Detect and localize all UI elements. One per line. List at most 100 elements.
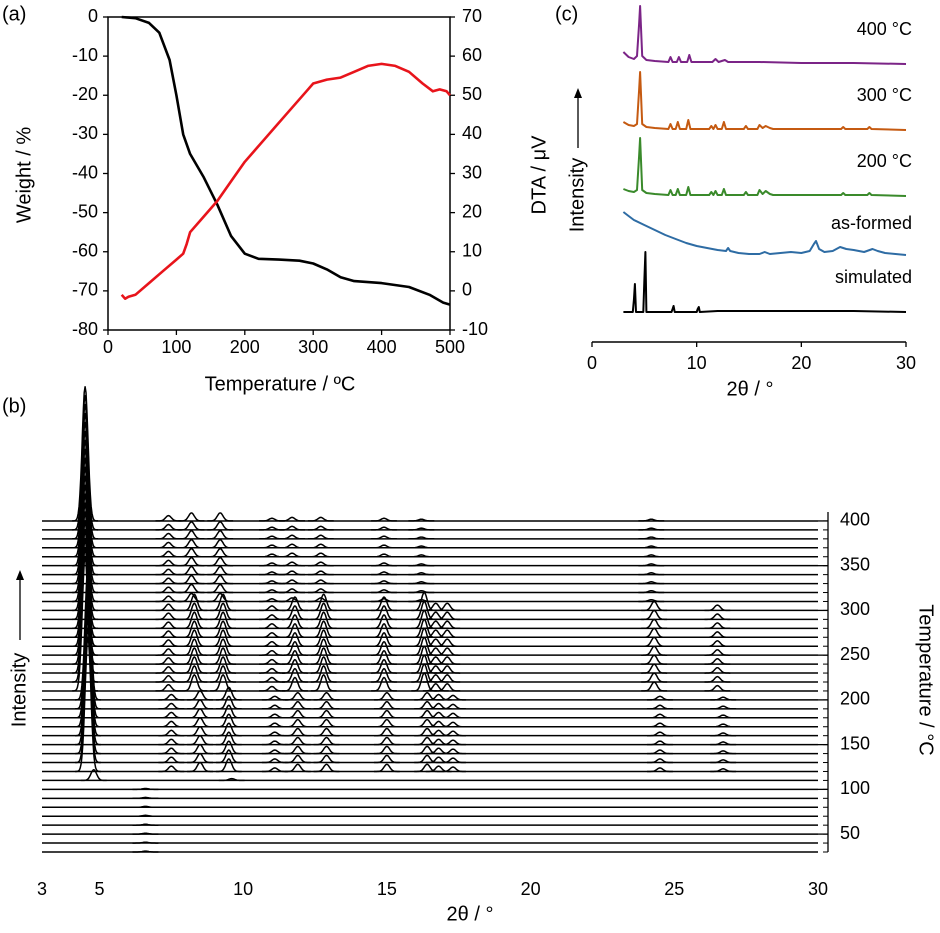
diffraction-peak: [155, 559, 182, 567]
y-tick-label: -10: [72, 45, 98, 65]
diffraction-peak: [158, 756, 185, 764]
diffraction-peak: [210, 620, 236, 639]
diffraction-peak: [434, 620, 461, 630]
diffraction-peak: [710, 705, 737, 710]
diffraction-peak: [72, 430, 98, 567]
diffraction-peak: [178, 512, 205, 522]
diffraction-peak: [158, 765, 185, 773]
diffraction-peak: [307, 543, 334, 549]
diffraction-peak: [414, 691, 441, 701]
x-tick-label: 100: [161, 337, 191, 357]
diffraction-peak: [210, 665, 236, 683]
diffraction-peak: [647, 722, 673, 728]
diffraction-peak: [371, 571, 397, 576]
diffraction-peak: [704, 622, 731, 630]
diffraction-peak: [313, 691, 340, 701]
diffraction-peak: [155, 541, 182, 549]
data-line: [623, 251, 907, 313]
diffraction-peak: [155, 514, 182, 522]
diffraction-peak: [284, 700, 311, 710]
diffraction-peak: [422, 611, 449, 621]
series-label: 200 °C: [857, 151, 912, 171]
diffraction-peak: [259, 649, 285, 656]
x-tick-label: 25: [664, 879, 684, 899]
intensity-arrow-c: [574, 88, 582, 148]
y2-tick-label: 200: [840, 689, 870, 709]
diffraction-peak: [215, 758, 242, 773]
diffraction-peak: [310, 593, 337, 612]
diffraction-peak: [158, 720, 185, 728]
diffraction-peak: [284, 763, 311, 773]
diffraction-peak: [284, 709, 311, 719]
y2-tick-label: -10: [462, 319, 488, 339]
y2-tick-label: 10: [462, 241, 482, 261]
diffraction-peak: [371, 517, 397, 522]
diffraction-peak: [210, 638, 236, 656]
y-tick-label: -50: [72, 201, 98, 221]
diffraction-peak: [261, 722, 288, 728]
diffraction-peak: [414, 754, 441, 764]
diffraction-peak: [72, 502, 99, 639]
intensity-arrow-b: [16, 570, 24, 640]
diffraction-peak: [414, 709, 441, 719]
diffraction-peak: [132, 841, 159, 844]
y2-tick-label: 50: [462, 84, 482, 104]
diffraction-peak: [422, 647, 449, 656]
y2-tick-label: 20: [462, 201, 482, 221]
x-tick-label: 400: [367, 337, 397, 357]
diffraction-peak: [279, 552, 305, 558]
diffraction-peak: [279, 543, 305, 549]
diffraction-peak: [647, 695, 673, 701]
diffraction-peak: [178, 574, 205, 585]
diffraction-peak: [261, 749, 288, 755]
diffraction-peak: [704, 613, 731, 621]
diffraction-peak: [158, 729, 185, 737]
diffraction-peak: [158, 711, 185, 719]
diffraction-peak: [313, 709, 340, 719]
diffraction-peak: [307, 552, 334, 558]
diffraction-peak: [440, 730, 466, 737]
diffraction-peak: [181, 674, 208, 692]
diffraction-peak: [72, 466, 98, 603]
diffraction-peak: [155, 657, 182, 665]
diffraction-peak: [181, 602, 208, 621]
diffraction-peak: [72, 394, 98, 531]
diffraction-peak: [408, 518, 435, 522]
diffraction-peak: [638, 563, 665, 567]
y2-tick-label: 100: [840, 778, 870, 798]
diffraction-peak: [638, 598, 665, 603]
diffraction-peak: [422, 629, 449, 639]
diffraction-peak: [647, 767, 673, 773]
diffraction-peak: [284, 736, 311, 746]
diffraction-peak: [310, 656, 337, 674]
x-tick-label: 10: [233, 879, 253, 899]
diffraction-peak: [310, 602, 337, 621]
y2-axis-title: Temperature / °C: [915, 604, 937, 755]
diffraction-peak: [132, 823, 159, 826]
diffraction-peak: [178, 556, 205, 567]
y-axis-title: Intensity: [566, 158, 588, 232]
diffraction-peak: [434, 629, 461, 639]
x-tick-label: 200: [230, 337, 260, 357]
diffraction-peak: [178, 547, 205, 558]
diffraction-peak: [638, 536, 665, 540]
diffraction-peak: [282, 605, 308, 621]
diffraction-peak: [440, 757, 466, 764]
diffraction-peak: [371, 632, 397, 647]
diffraction-peak: [279, 588, 305, 594]
diffraction-peak: [181, 620, 208, 639]
diffraction-peak: [259, 676, 285, 683]
y-tick-label: -40: [72, 162, 98, 182]
diffraction-peak: [181, 629, 208, 647]
diffraction-peak: [178, 565, 205, 576]
diffraction-peak: [279, 579, 305, 585]
diffraction-peak: [210, 602, 236, 621]
diffraction-peak: [313, 763, 340, 773]
series-label: 400 °C: [857, 19, 912, 39]
diffraction-peak: [434, 665, 461, 674]
diffraction-peak: [279, 534, 305, 540]
diffraction-peak: [282, 596, 308, 612]
diffraction-peak: [313, 745, 340, 755]
diffraction-peak: [704, 631, 731, 639]
